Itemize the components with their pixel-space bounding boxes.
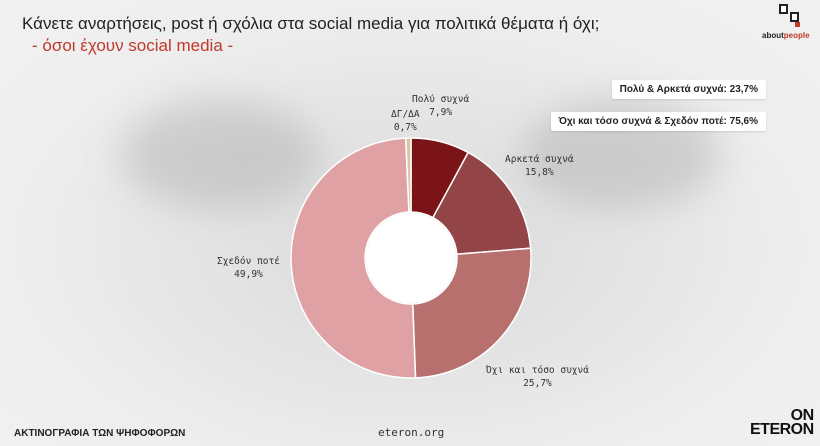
slice-label-dg-da: ΔΓ/ΔΑ 0,7% — [391, 108, 420, 134]
slice-label-name: Αρκετά συχνά — [505, 154, 574, 165]
summary-infrequent: Όχι και τόσο συχνά & Σχεδόν ποτέ: 75,6% — [550, 112, 766, 131]
slice-label-value: 7,9% — [429, 107, 453, 118]
logo-text-a: about — [762, 31, 784, 40]
slice-label-name: ΔΓ/ΔΑ — [391, 109, 420, 120]
chart-title: Κάνετε αναρτήσεις, post ή σχόλια στα soc… — [22, 14, 600, 33]
on-eteron-logo: ON ETERON — [750, 407, 814, 438]
footer-website-link[interactable]: eteron.org — [378, 426, 445, 439]
slice-oxi-toso-syxna — [411, 247, 532, 379]
aboutpeople-logo-icon — [779, 4, 800, 27]
slice-label-value: 49,9% — [234, 269, 263, 280]
slice-label-value: 25,7% — [523, 378, 552, 389]
summary-frequent: Πολύ & Αρκετά συχνά: 23,7% — [611, 80, 766, 99]
footer-series-title: ΑΚΤΙΝΟΓΡΑΦΙΑ ΤΩΝ ΨΗΦΟΦΟΡΩΝ — [14, 428, 186, 439]
slice-label-name: Σχεδόν ποτέ — [217, 256, 280, 267]
slice-sxedon-pote — [290, 137, 417, 379]
slice-arketa-syxna — [431, 151, 532, 256]
background-shade — [120, 100, 320, 210]
slice-label-arketa-syxna: Αρκετά συχνά 15,8% — [505, 153, 574, 179]
slice-label-poly-syxna: Πολύ συχνά 7,9% — [412, 93, 469, 119]
slice-label-name: Πολύ συχνά — [412, 94, 470, 105]
slice-label-value: 15,8% — [525, 167, 554, 178]
logo-text-b: people — [783, 31, 810, 40]
chart-subtitle: - όσοι έχουν social media - — [32, 36, 234, 55]
donut-hole — [366, 213, 456, 303]
slice-label-value: 0,7% — [393, 122, 417, 133]
slice-dg-da — [404, 137, 412, 213]
aboutpeople-logo-text: aboutpeople — [762, 31, 810, 40]
slice-label-sxedon-pote: Σχεδόν ποτέ 49,9% — [217, 255, 280, 281]
brand-line1: ON — [790, 407, 814, 424]
slice-label-name: Όχι και τόσο συχνά — [486, 365, 589, 376]
brand-line2: ETERON — [750, 421, 814, 438]
slice-label-oxi-toso-syxna: Όχι και τόσο συχνά 25,7% — [486, 364, 589, 390]
